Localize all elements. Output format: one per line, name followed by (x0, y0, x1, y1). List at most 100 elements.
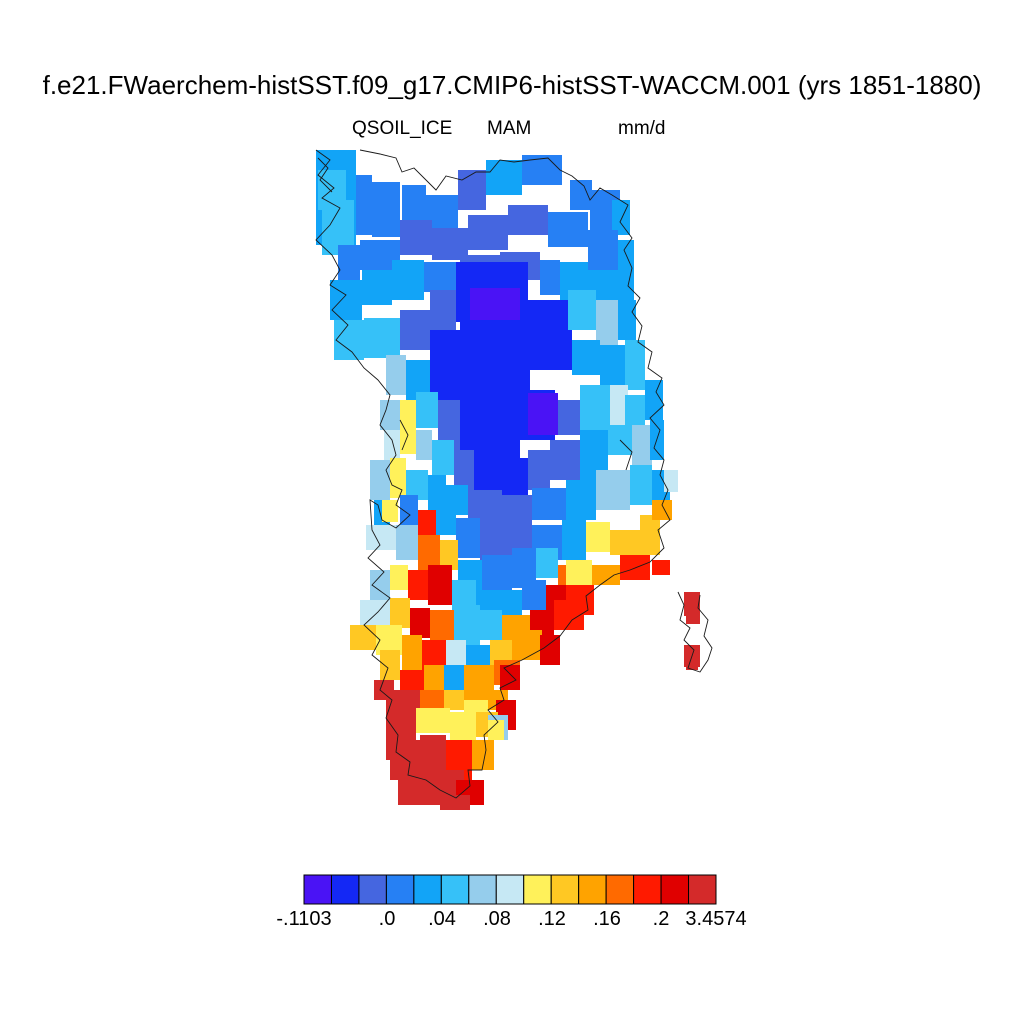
map-cell (450, 712, 476, 740)
map-cell (402, 635, 422, 675)
colorbar-label-2: .0 (378, 908, 396, 930)
map-cell (444, 690, 464, 710)
map-cell (684, 592, 700, 616)
map-cell (550, 440, 580, 480)
map-cell (356, 175, 372, 235)
map-cell (470, 288, 520, 320)
map-cell (586, 522, 610, 552)
map-cell (454, 450, 474, 490)
map-cell (632, 425, 652, 465)
map-cell (402, 185, 426, 225)
colorbar-box (523, 874, 552, 905)
map-cell (618, 240, 634, 310)
map-cells (316, 150, 700, 810)
map-cell (490, 400, 520, 460)
map-cell (400, 495, 418, 525)
colorbar-box (633, 874, 662, 905)
map-cell (686, 662, 698, 670)
map-cell (528, 450, 550, 490)
map-cell (428, 475, 446, 510)
map-cell (618, 300, 636, 340)
map-cell (566, 480, 596, 520)
coastline (315, 149, 713, 799)
map-cell (430, 290, 456, 330)
map-cell (408, 570, 428, 600)
colorbar-box (385, 874, 415, 905)
colorbar-box (578, 874, 607, 905)
map-cell (630, 465, 652, 505)
map-cell (540, 260, 560, 295)
map-cell (600, 345, 625, 385)
map-cell (334, 320, 364, 360)
map-cell (488, 720, 504, 740)
map-cell (480, 610, 502, 640)
map-cell (596, 300, 618, 345)
map-cell (612, 200, 630, 235)
colorbar-box (440, 874, 470, 905)
map-cell (446, 640, 466, 670)
map-cell (364, 318, 400, 358)
map-cell (416, 430, 432, 460)
map-cell (512, 630, 542, 660)
map-cell (640, 515, 660, 555)
map-cell (554, 600, 584, 630)
colorbar-boxes (303, 874, 717, 905)
colorbar-box (550, 874, 580, 905)
map-cell (424, 262, 460, 292)
map-cell (530, 330, 572, 370)
map-cell (548, 212, 588, 247)
map-cell (418, 510, 436, 540)
map-cell (652, 560, 670, 575)
map-cell (540, 635, 560, 665)
map-cell (522, 580, 546, 610)
map-cell (664, 470, 678, 492)
colorbar-label-3: .04 (428, 908, 456, 930)
map-cell (390, 598, 410, 628)
variable-label: QSOIL_ICE (352, 118, 453, 139)
map-cell (370, 460, 390, 500)
map-cell (566, 560, 592, 585)
map-cell (482, 555, 512, 590)
map-cell (440, 795, 470, 810)
map-cell (610, 530, 640, 555)
map-cell (572, 340, 600, 375)
coastline-segment (677, 591, 713, 673)
colorbar-label-4: .08 (483, 908, 511, 930)
map-cell (686, 612, 700, 624)
map-cell (454, 605, 480, 645)
map-cell (568, 290, 596, 330)
map-cell (528, 300, 568, 330)
map-cell (625, 395, 645, 430)
map-cell (458, 170, 486, 210)
map-cell (410, 608, 430, 638)
colorbar-box (468, 874, 497, 905)
colorbar-box (303, 874, 332, 905)
map-cell (528, 393, 558, 435)
colorbar-label-1: -.1103 (276, 908, 332, 930)
map-cell (500, 665, 520, 690)
map-cell (392, 260, 424, 300)
colorbar-label-5: .12 (538, 908, 566, 930)
coastline-segment (317, 157, 333, 193)
map-cell (596, 470, 630, 510)
map-cell (570, 180, 592, 210)
colorbar-box (688, 874, 717, 905)
map-cell (486, 160, 522, 195)
map-cell (432, 228, 468, 260)
colorbar-box (358, 874, 387, 905)
colorbar-box (495, 874, 525, 905)
map-cell (350, 625, 376, 650)
coastline-segment (619, 439, 633, 471)
colorbar-label-6: .16 (593, 908, 621, 930)
map-cell (416, 392, 438, 428)
map-cell (400, 400, 416, 428)
map-cell (372, 182, 400, 237)
map-cell (620, 555, 650, 580)
map-cell (338, 245, 360, 280)
map-cell (390, 565, 408, 590)
colorbar-label-7: .2 (652, 908, 670, 930)
coastline-segment (315, 149, 671, 799)
map-cell (460, 322, 530, 402)
